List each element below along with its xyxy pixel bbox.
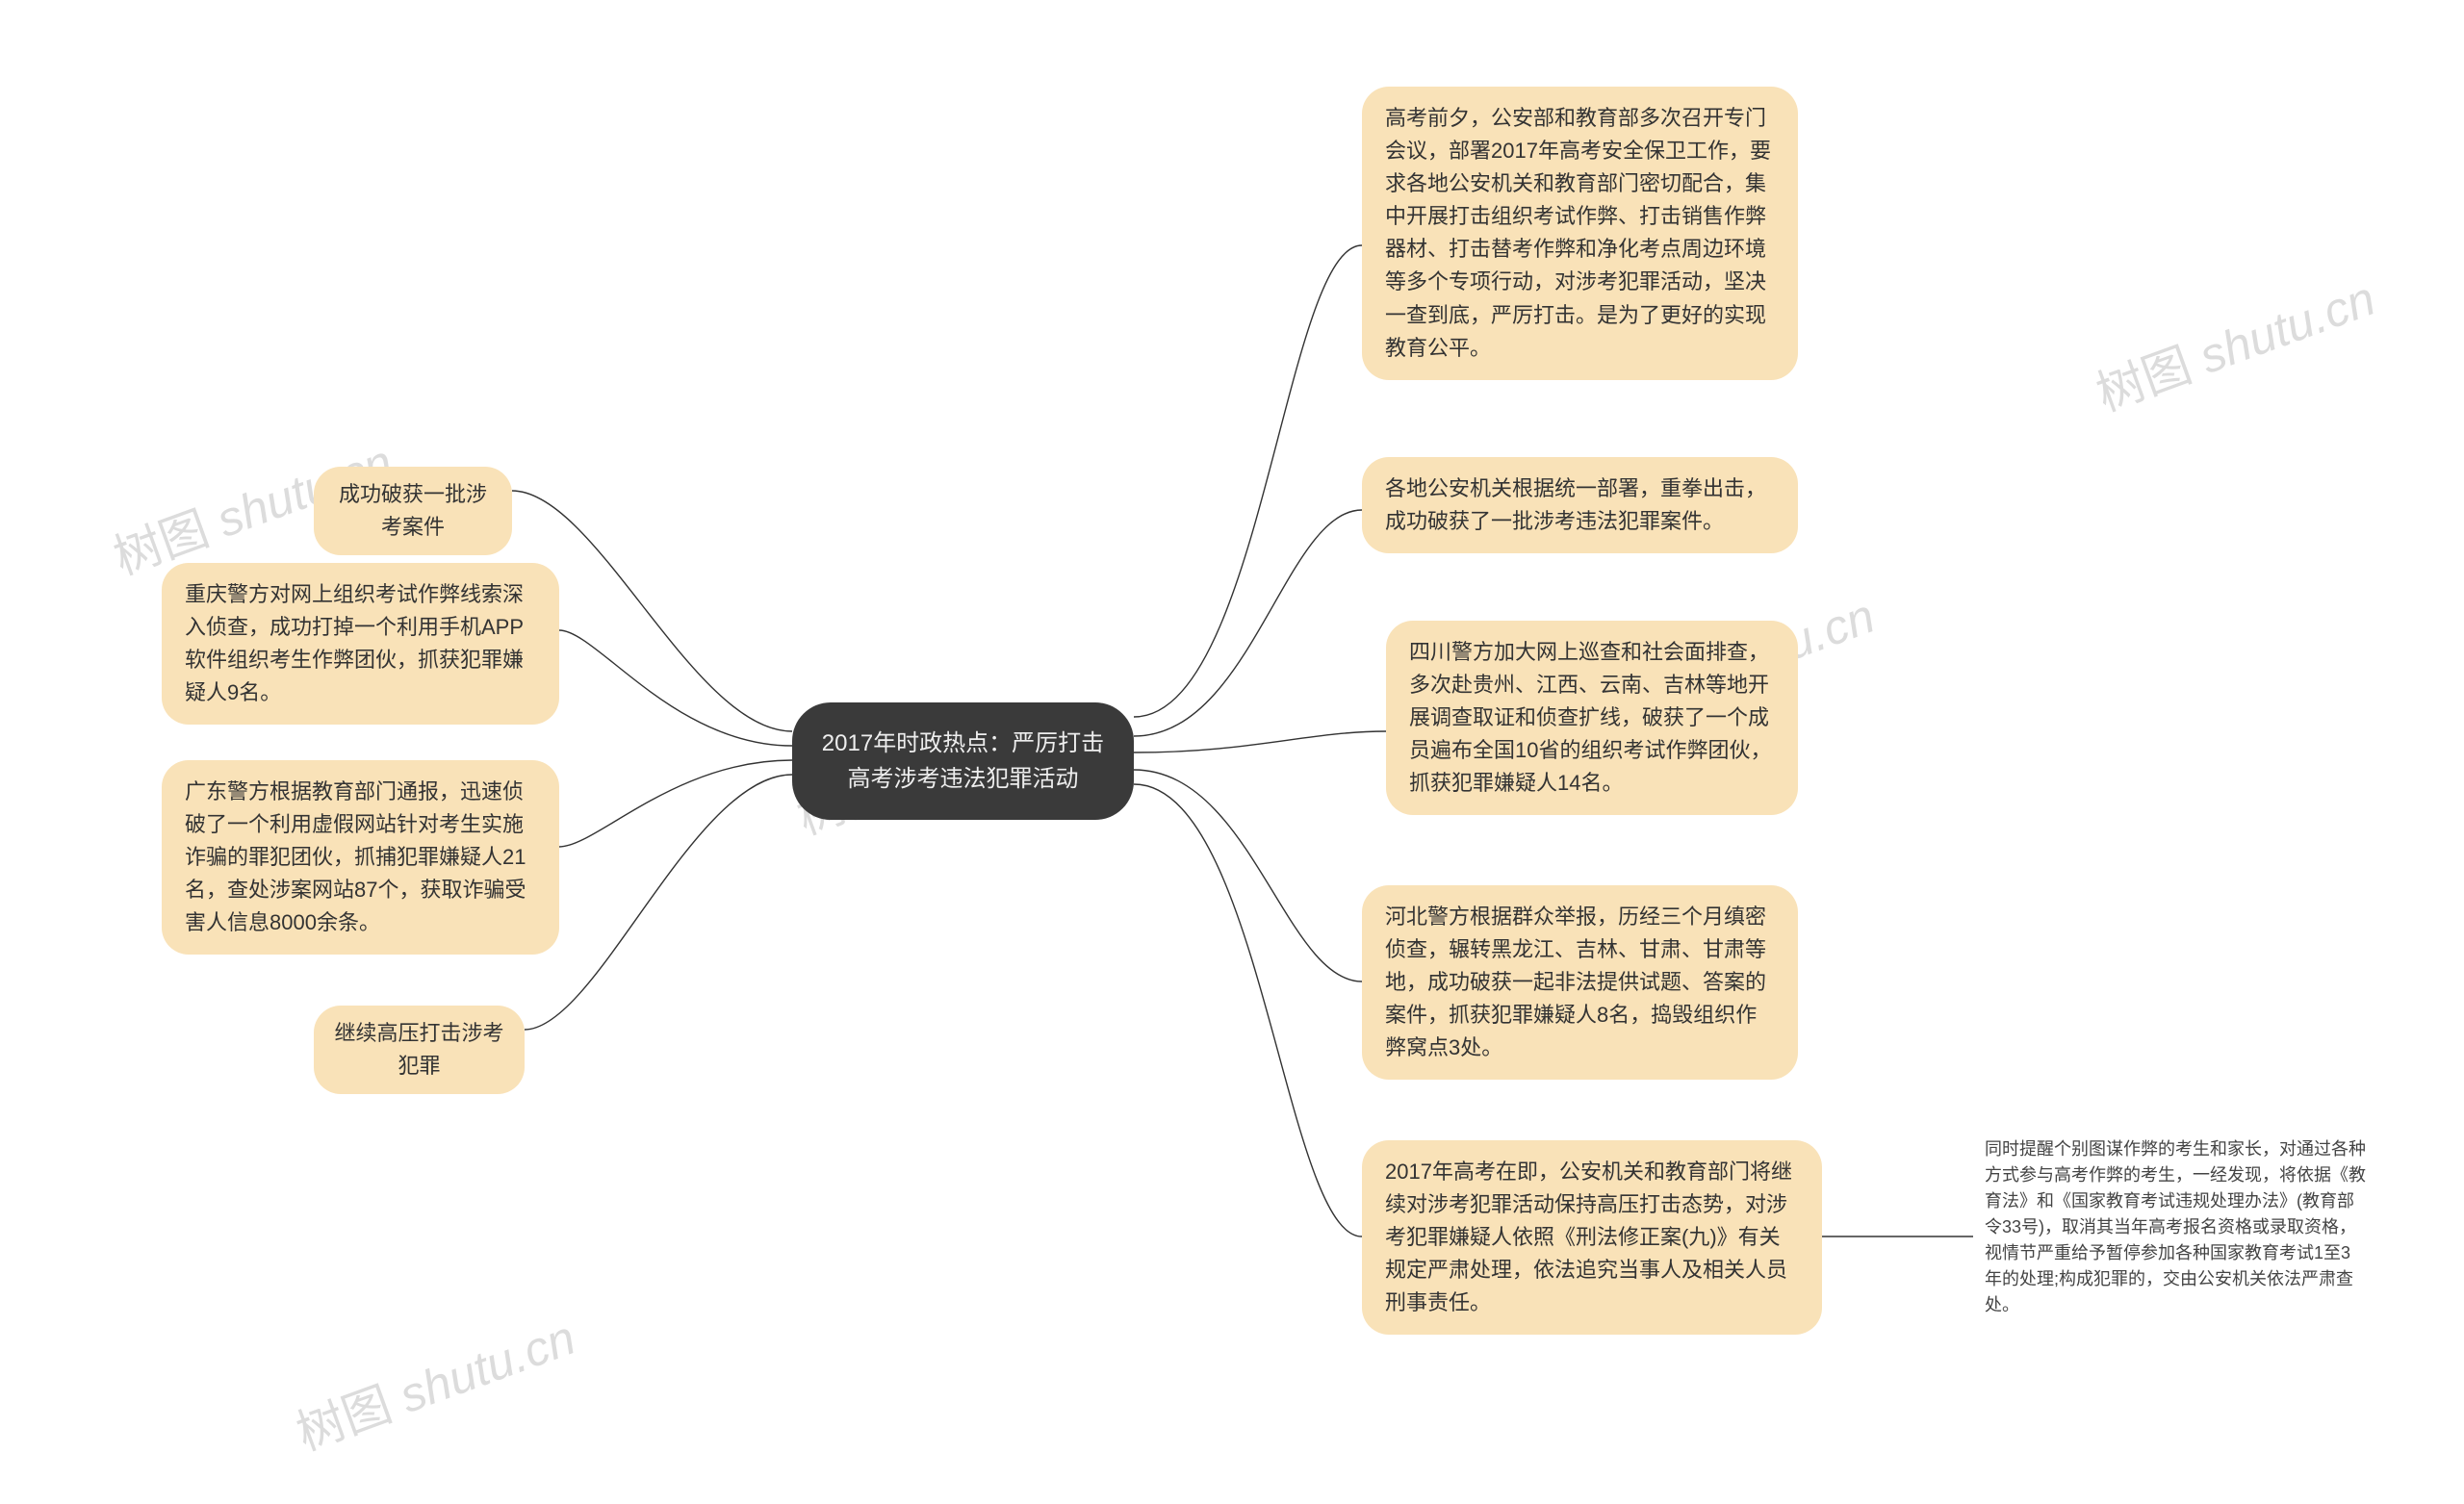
center-node[interactable]: 2017年时政热点：严厉打击高考涉考违法犯罪活动 xyxy=(792,702,1134,820)
connector xyxy=(1134,784,1362,1236)
connector xyxy=(525,775,792,1030)
right-branch-4[interactable]: 河北警方根据群众举报，历经三个月缜密侦查，辗转黑龙江、吉林、甘肃、甘肃等地，成功… xyxy=(1362,885,1798,1080)
connector xyxy=(1134,245,1362,717)
connector xyxy=(559,760,792,847)
connector xyxy=(1134,770,1362,981)
right-branch-2[interactable]: 各地公安机关根据统一部署，重拳出击，成功破获了一批涉考违法犯罪案件。 xyxy=(1362,457,1798,553)
right-branch-5[interactable]: 2017年高考在即，公安机关和教育部门将继续对涉考犯罪活动保持高压打击态势，对涉… xyxy=(1362,1140,1822,1335)
leaf-node[interactable]: 同时提醒个别图谋作弊的考生和家长，对通过各种方式参与高考作弊的考生，一经发现，将… xyxy=(1973,1129,2377,1326)
watermark: 树图 shutu.cn xyxy=(286,1299,583,1464)
connector xyxy=(1134,510,1362,736)
connector xyxy=(559,630,792,746)
left-branch-4[interactable]: 继续高压打击涉考犯罪 xyxy=(314,1006,525,1094)
left-branch-1[interactable]: 成功破获一批涉考案件 xyxy=(314,467,512,555)
left-branch-2[interactable]: 重庆警方对网上组织考试作弊线索深入侦查，成功打掉一个利用手机APP软件组织考生作… xyxy=(162,563,559,725)
left-branch-3[interactable]: 广东警方根据教育部门通报，迅速侦破了一个利用虚假网站针对考生实施诈骗的罪犯团伙，… xyxy=(162,760,559,955)
connector xyxy=(1134,731,1386,752)
right-branch-1[interactable]: 高考前夕，公安部和教育部多次召开专门会议，部署2017年高考安全保卫工作，要求各… xyxy=(1362,87,1798,380)
watermark: 树图 shutu.cn xyxy=(2086,260,2383,424)
right-branch-3[interactable]: 四川警方加大网上巡查和社会面排查，多次赴贵州、江西、云南、吉林等地开展调查取证和… xyxy=(1386,621,1798,815)
